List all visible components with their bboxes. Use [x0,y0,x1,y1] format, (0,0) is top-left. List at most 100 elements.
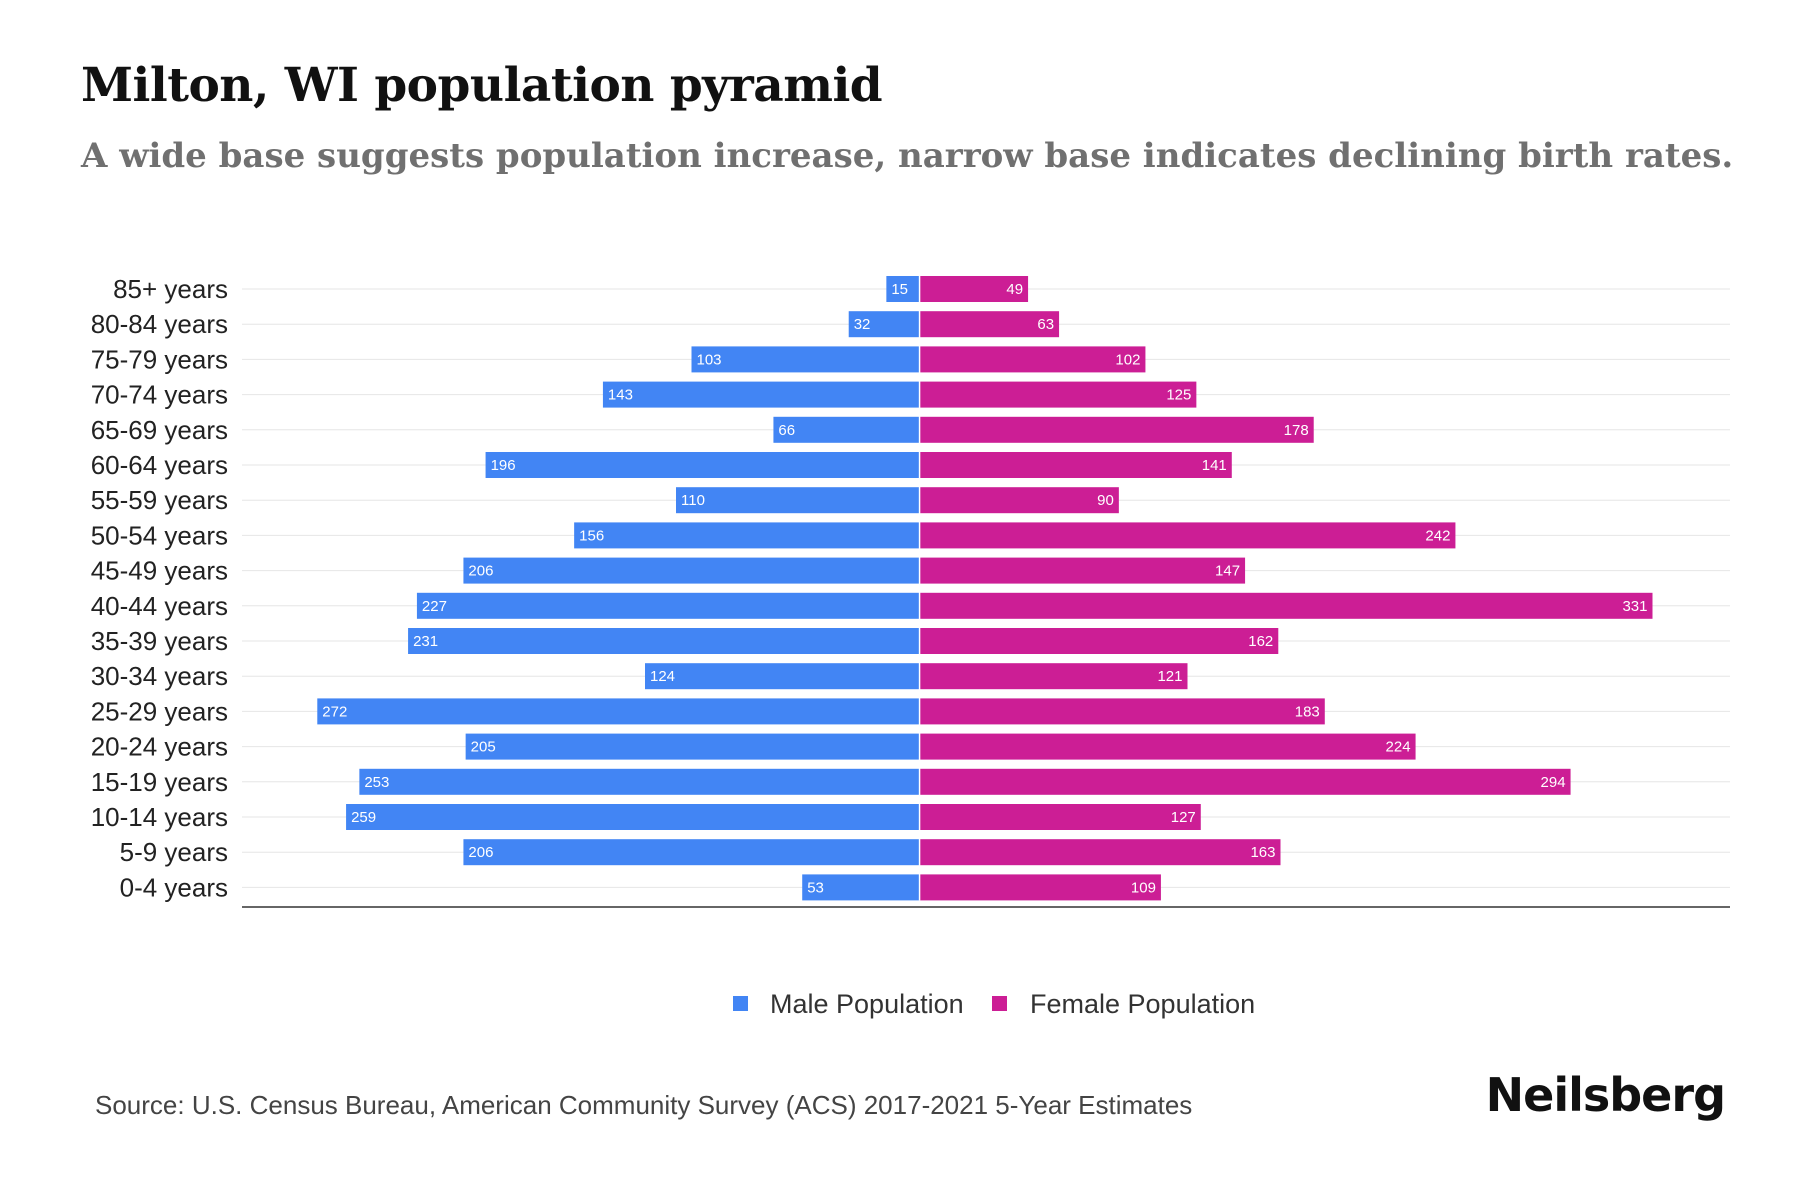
male-series: 15 32 103 143 66 196 110 156 206 227 231 124 272 205 2… [317,276,920,901]
female-value-label: 121 [1157,668,1182,685]
source-note: Source: U.S. Census Bureau, American Com… [95,1090,1193,1120]
male-bar [645,663,920,690]
legend-female-swatch [992,996,1007,1011]
male-value-label: 156 [579,527,604,544]
age-group-label: 15-19 years [91,767,228,797]
female-bar [919,698,1325,725]
female-value-label: 294 [1541,774,1566,791]
female-value-label: 90 [1097,492,1114,509]
female-value-label: 109 [1131,879,1156,896]
female-value-label: 183 [1295,703,1320,720]
female-value-label: 147 [1215,563,1240,580]
male-bar [465,733,920,760]
male-bar [463,557,920,584]
female-bar [919,839,1281,866]
female-bar [919,416,1314,443]
female-bar [919,346,1146,373]
female-bar [919,381,1197,408]
legend: Male Population Female Population [733,989,1255,1019]
age-group-label: 35-39 years [91,626,228,656]
age-group-label: 5-9 years [120,837,228,867]
chart-title: Milton, WI population pyramid [81,58,883,113]
female-value-label: 125 [1166,387,1191,404]
male-bar [359,768,920,795]
age-group-label: 0-4 years [120,872,228,902]
male-value-label: 32 [854,316,871,333]
male-value-label: 103 [697,351,722,368]
age-group-label: 65-69 years [91,415,228,445]
age-group-label: 25-29 years [91,696,228,726]
population-pyramid-chart: 85+ years 80-84 years 75-79 years 70-74 yea… [91,274,1730,1019]
male-bar [574,522,920,549]
female-series: 49 63 102 125 178 141 90 242 147 331 162 121 183 224 2… [918,276,1653,901]
male-bar [691,346,920,373]
female-bar [919,874,1161,901]
male-value-label: 272 [322,703,347,720]
age-group-labels: 85+ years 80-84 years 75-79 years 70-74 yea… [91,274,228,902]
male-value-label: 227 [422,598,447,615]
male-value-label: 196 [491,457,516,474]
male-value-label: 53 [807,879,824,896]
female-value-label: 141 [1202,457,1227,474]
age-group-label: 80-84 years [91,309,228,339]
female-bar [919,557,1246,584]
male-bar [886,276,920,302]
female-bar [919,592,1653,619]
male-value-label: 205 [471,739,496,756]
female-bar [919,487,1119,514]
male-bar [416,592,920,619]
age-group-label: 45-49 years [91,556,228,586]
brand-logo: Neilsberg [1485,1068,1726,1122]
female-bar [919,804,1201,830]
male-value-label: 259 [351,809,376,826]
male-bar [317,698,920,725]
female-bar [919,628,1279,654]
female-value-label: 242 [1425,527,1450,544]
female-value-label: 178 [1284,422,1309,439]
female-bar [919,452,1232,478]
grid-lines [242,288,1730,888]
male-bar [848,311,920,338]
male-bar [602,381,920,408]
male-bar [676,487,920,514]
age-group-label: 60-64 years [91,450,228,480]
female-value-label: 163 [1250,844,1275,861]
male-value-label: 124 [650,668,675,685]
legend-male-label: Male Population [770,989,964,1019]
female-value-label: 102 [1115,351,1140,368]
female-bar [919,768,1571,795]
male-value-label: 231 [413,633,438,650]
male-value-label: 15 [891,281,908,298]
female-value-label: 127 [1171,809,1196,826]
female-bar [919,276,1029,302]
male-bar [802,874,920,901]
male-value-label: 110 [681,492,705,509]
age-group-label: 50-54 years [91,520,228,550]
age-group-label: 75-79 years [91,344,228,374]
male-bar [485,452,920,478]
age-group-label: 40-44 years [91,591,228,621]
male-value-label: 206 [468,563,493,580]
male-value-label: 143 [608,387,633,404]
age-group-label: 55-59 years [91,485,228,515]
age-group-label: 70-74 years [91,380,228,410]
female-bar [919,522,1456,549]
female-value-label: 331 [1622,598,1647,615]
legend-male-swatch [733,996,748,1011]
female-value-label: 162 [1248,633,1273,650]
male-bar [773,416,920,443]
male-bar [346,804,920,830]
female-value-label: 63 [1037,316,1054,333]
legend-female-label: Female Population [1030,989,1255,1019]
age-group-label: 20-24 years [91,732,228,762]
male-bar [463,839,920,866]
age-group-label: 85+ years [113,274,228,304]
age-group-label: 10-14 years [91,802,228,832]
male-value-label: 206 [468,844,493,861]
female-value-label: 224 [1386,739,1411,756]
age-group-label: 30-34 years [91,661,228,691]
chart-subtitle: A wide base suggests population increase… [81,136,1734,176]
male-value-label: 66 [778,422,795,439]
female-bar [919,311,1060,338]
female-value-label: 49 [1006,281,1023,298]
